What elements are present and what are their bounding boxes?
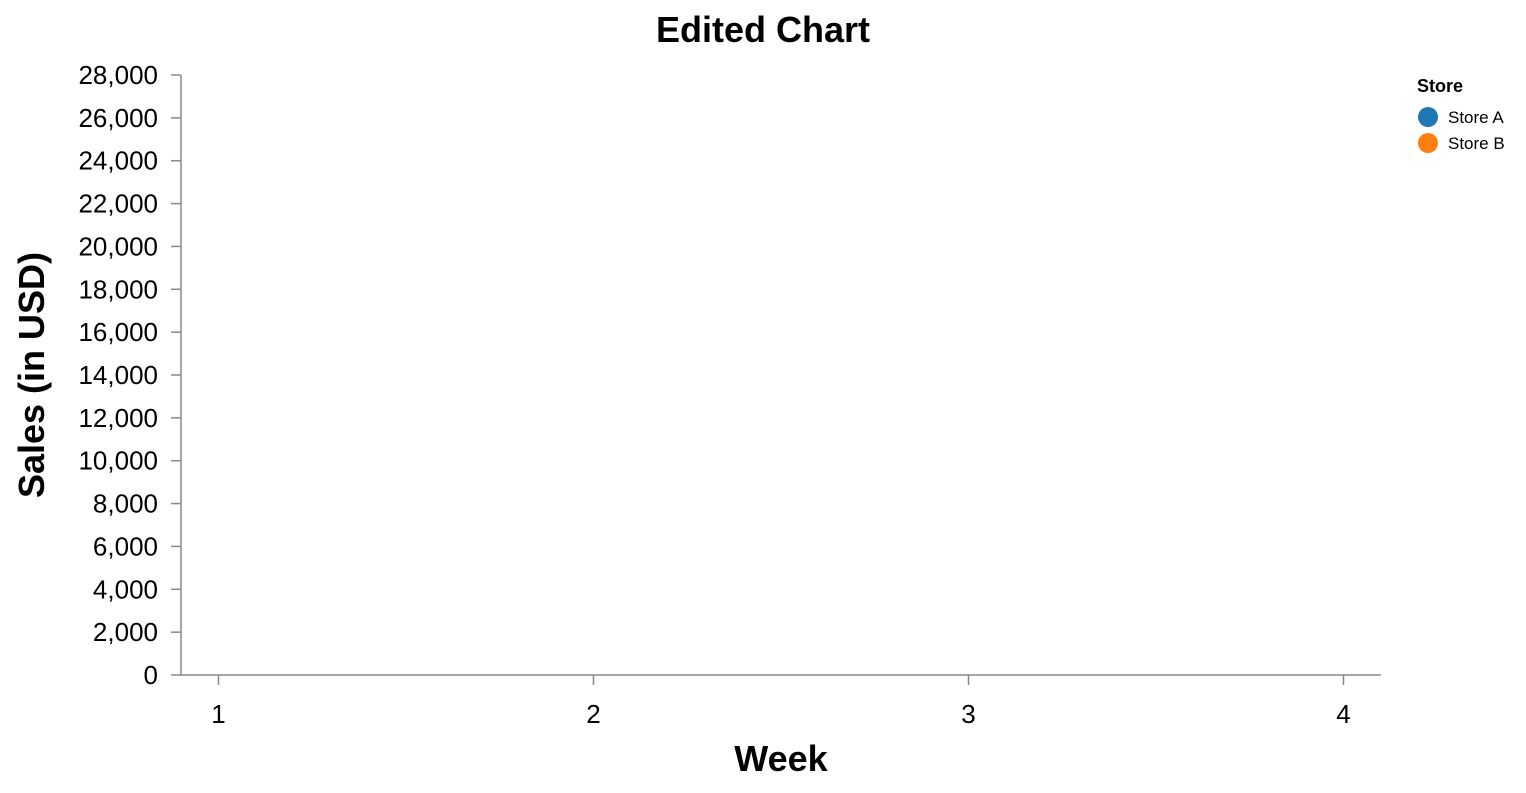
legend-items: Store A Store B: [1418, 107, 1505, 153]
y-tick-label: 2,000: [93, 617, 158, 647]
y-tick-label: 16,000: [78, 317, 158, 347]
y-tick-label: 6,000: [93, 531, 158, 561]
y-tick-label: 0: [144, 660, 158, 690]
x-axis-title: Week: [734, 738, 828, 779]
x-tick-label: 3: [961, 699, 975, 729]
y-tick-label: 22,000: [78, 189, 158, 219]
x-tick-label: 4: [1336, 699, 1350, 729]
x-ticks: 1 2 3 4: [211, 675, 1351, 729]
y-tick-label: 10,000: [78, 446, 158, 476]
x-axis: 1 2 3 4: [181, 674, 1381, 729]
y-tick-label: 4,000: [93, 574, 158, 604]
legend-label: Store A: [1448, 108, 1504, 127]
y-axis-title: Sales (in USD): [11, 252, 52, 498]
chart-title: Edited Chart: [656, 9, 870, 50]
y-tick-label: 26,000: [78, 103, 158, 133]
legend-swatch: [1418, 107, 1438, 127]
y-tick-label: 14,000: [78, 360, 158, 390]
y-tick-label: 8,000: [93, 489, 158, 519]
legend: Store Store A Store B: [1417, 76, 1505, 153]
x-tick-label: 1: [211, 699, 225, 729]
y-tick-label: 18,000: [78, 274, 158, 304]
y-ticks: 0 2,000 4,000 6,000 8,000 10,000 12,000 14,000 1…: [78, 60, 181, 690]
legend-title: Store: [1417, 76, 1463, 96]
y-tick-label: 28,000: [78, 60, 158, 90]
x-tick-label: 2: [586, 699, 600, 729]
legend-label: Store B: [1448, 134, 1505, 153]
legend-swatch: [1418, 133, 1438, 153]
y-tick-label: 12,000: [78, 403, 158, 433]
y-axis: 0 2,000 4,000 6,000 8,000 10,000 12,000 14,000 1…: [78, 60, 182, 690]
y-tick-label: 24,000: [78, 146, 158, 176]
y-tick-label: 20,000: [78, 231, 158, 261]
